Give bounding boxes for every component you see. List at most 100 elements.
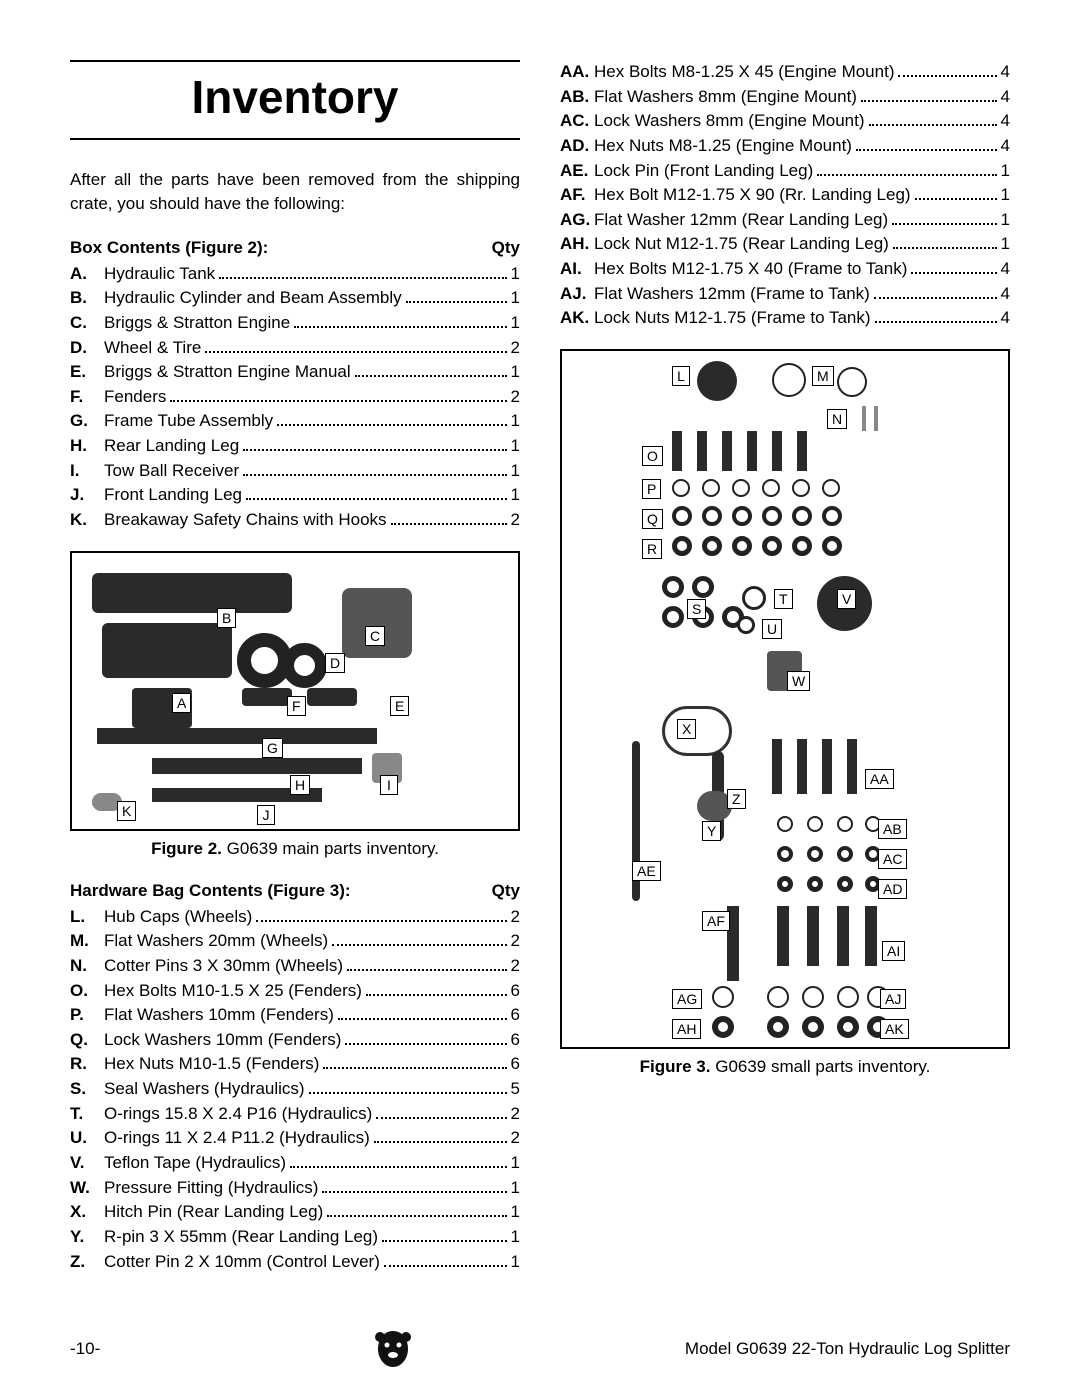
brand-logo-icon <box>370 1329 416 1369</box>
part-label: AI <box>882 941 905 961</box>
list-item: N.Cotter Pins 3 X 30mm (Wheels)2 <box>70 954 520 979</box>
item-description: Tow Ball Receiver <box>104 459 239 484</box>
figure-3-caption: Figure 3. G0639 small parts inventory. <box>560 1057 1010 1077</box>
right-column: AA.Hex Bolts M8-1.25 X 45 (Engine Mount)… <box>560 60 1010 1274</box>
item-key: AK. <box>560 306 594 331</box>
item-key: C. <box>70 311 104 336</box>
item-key: X. <box>70 1200 104 1225</box>
item-qty: 1 <box>511 1225 520 1250</box>
item-qty: 1 <box>511 1250 520 1275</box>
list-item: AJ.Flat Washers 12mm (Frame to Tank)4 <box>560 282 1010 307</box>
figure-3-caption-text: G0639 small parts inventory. <box>711 1057 931 1076</box>
item-description: Flat Washer 12mm (Rear Landing Leg) <box>594 208 888 233</box>
item-description: Seal Washers (Hydraulics) <box>104 1077 305 1102</box>
item-key: O. <box>70 979 104 1004</box>
box-contents-title: Box Contents (Figure 2): <box>70 238 268 258</box>
list-item: F.Fenders2 <box>70 385 520 410</box>
item-key: AI. <box>560 257 594 282</box>
item-qty: 6 <box>511 979 520 1004</box>
part-label: H <box>290 775 310 795</box>
part-label: B <box>217 608 236 628</box>
part-label: Z <box>727 789 746 809</box>
item-qty: 1 <box>511 286 520 311</box>
item-key: Z. <box>70 1250 104 1275</box>
list-item: AK.Lock Nuts M12-1.75 (Frame to Tank)4 <box>560 306 1010 331</box>
part-label: V <box>837 589 856 609</box>
item-description: Hex Bolt M12-1.75 X 90 (Rr. Landing Leg) <box>594 183 911 208</box>
figure-3-box: LMNOPQRSTUVWXYZAAABACADAEAFAIAGAJAHAK <box>560 349 1010 1049</box>
model-text: Model G0639 22-Ton Hydraulic Log Splitte… <box>685 1339 1010 1359</box>
item-qty: 1 <box>511 1200 520 1225</box>
part-label: T <box>774 589 793 609</box>
item-description: Front Landing Leg <box>104 483 242 508</box>
part-label: R <box>642 539 662 559</box>
item-description: Hub Caps (Wheels) <box>104 905 252 930</box>
list-item: A.Hydraulic Tank1 <box>70 262 520 287</box>
item-qty: 4 <box>1001 257 1010 282</box>
list-item: AC.Lock Washers 8mm (Engine Mount)4 <box>560 109 1010 134</box>
page-footer: -10- Model G0639 22-Ton Hydraulic Log Sp… <box>70 1329 1010 1369</box>
item-qty: 6 <box>511 1028 520 1053</box>
item-description: Briggs & Stratton Engine <box>104 311 290 336</box>
item-qty: 4 <box>1001 85 1010 110</box>
item-qty: 2 <box>511 336 520 361</box>
list-item: J.Front Landing Leg1 <box>70 483 520 508</box>
item-key: H. <box>70 434 104 459</box>
hardware-title: Hardware Bag Contents (Figure 3): <box>70 881 351 901</box>
list-item: L.Hub Caps (Wheels)2 <box>70 905 520 930</box>
part-label: O <box>642 446 663 466</box>
item-qty: 1 <box>511 1176 520 1201</box>
list-item: C.Briggs & Stratton Engine 1 <box>70 311 520 336</box>
page-title: Inventory <box>70 60 520 140</box>
item-description: Hex Bolts M12-1.75 X 40 (Frame to Tank) <box>594 257 907 282</box>
figure-2-caption-bold: Figure 2. <box>151 839 222 858</box>
item-description: Lock Nuts M12-1.75 (Frame to Tank) <box>594 306 871 331</box>
hardware-qty-header: Qty <box>492 881 520 901</box>
list-item: T.O-rings 15.8 X 2.4 P16 (Hydraulics)2 <box>70 1102 520 1127</box>
list-item: AE.Lock Pin (Front Landing Leg)1 <box>560 159 1010 184</box>
figure-2-box: BCDAFEGHIKJ <box>70 551 520 831</box>
part-label: AB <box>878 819 907 839</box>
part-label: N <box>827 409 847 429</box>
item-qty: 2 <box>511 954 520 979</box>
part-label: K <box>117 801 136 821</box>
list-item: AH.Lock Nut M12-1.75 (Rear Landing Leg)1 <box>560 232 1010 257</box>
list-item: E.Briggs & Stratton Engine Manual1 <box>70 360 520 385</box>
item-description: Rear Landing Leg <box>104 434 239 459</box>
part-label: E <box>390 696 409 716</box>
item-qty: 2 <box>511 1126 520 1151</box>
box-contents-list: A.Hydraulic Tank1B.Hydraulic Cylinder an… <box>70 262 520 533</box>
item-key: J. <box>70 483 104 508</box>
item-qty: 2 <box>511 508 520 533</box>
left-column: Inventory After all the parts have been … <box>70 60 520 1274</box>
item-key: AJ. <box>560 282 594 307</box>
list-item: H.Rear Landing Leg1 <box>70 434 520 459</box>
part-label: AC <box>878 849 907 869</box>
item-key: AC. <box>560 109 594 134</box>
item-qty: 1 <box>1001 232 1010 257</box>
item-qty: 6 <box>511 1003 520 1028</box>
part-label: X <box>677 719 696 739</box>
item-description: Frame Tube Assembly <box>104 409 273 434</box>
list-item: AA.Hex Bolts M8-1.25 X 45 (Engine Mount)… <box>560 60 1010 85</box>
list-item: M.Flat Washers 20mm (Wheels)2 <box>70 929 520 954</box>
box-contents-header: Box Contents (Figure 2): Qty <box>70 238 520 258</box>
item-description: Fenders <box>104 385 166 410</box>
item-key: AB. <box>560 85 594 110</box>
item-description: Lock Washers 10mm (Fenders) <box>104 1028 341 1053</box>
item-key: U. <box>70 1126 104 1151</box>
part-label: F <box>287 696 306 716</box>
list-item: K.Breakaway Safety Chains with Hooks2 <box>70 508 520 533</box>
part-label: D <box>325 653 345 673</box>
list-item: AF.Hex Bolt M12-1.75 X 90 (Rr. Landing L… <box>560 183 1010 208</box>
item-key: AE. <box>560 159 594 184</box>
item-description: Hitch Pin (Rear Landing Leg) <box>104 1200 323 1225</box>
item-key: F. <box>70 385 104 410</box>
page-number: -10- <box>70 1339 100 1359</box>
intro-text: After all the parts have been removed fr… <box>70 168 520 216</box>
item-key: E. <box>70 360 104 385</box>
part-label: AG <box>672 989 702 1009</box>
item-qty: 1 <box>511 1151 520 1176</box>
item-qty: 1 <box>511 311 520 336</box>
part-label: A <box>172 693 191 713</box>
